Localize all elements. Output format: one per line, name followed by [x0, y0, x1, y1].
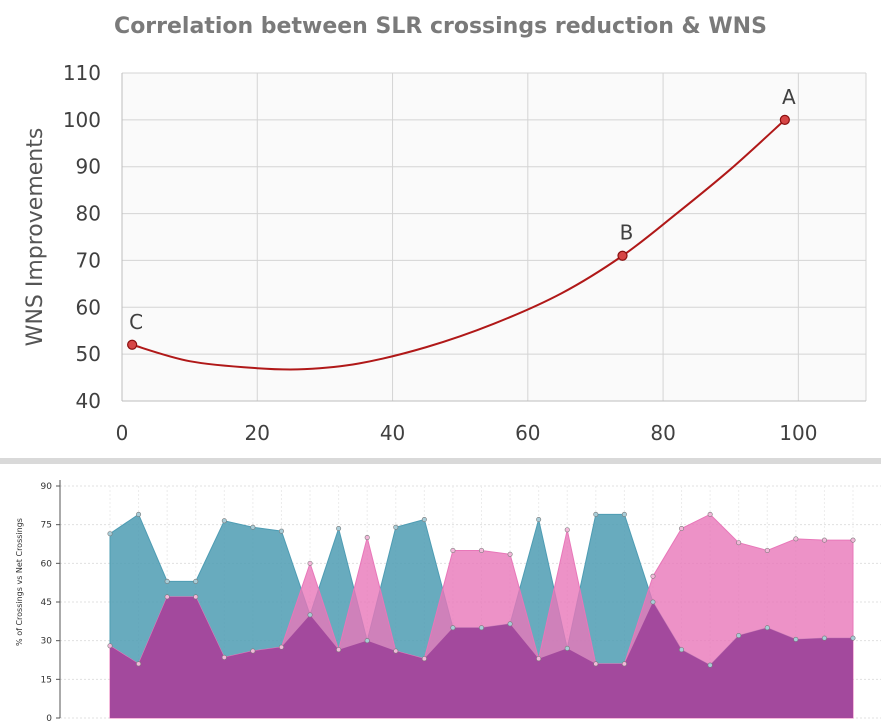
- area-point: [821, 537, 827, 543]
- area-point: [707, 662, 713, 668]
- area-point: [164, 594, 170, 600]
- y-axis-label: % of Crossings vs Net Crossings: [15, 518, 24, 646]
- area-series: [109, 513, 854, 719]
- area-point: [136, 511, 142, 517]
- area-point: [707, 511, 713, 517]
- point-label-c: C: [129, 310, 143, 334]
- area-point: [250, 648, 256, 654]
- area-point: [193, 578, 199, 584]
- area-point: [621, 511, 627, 517]
- area-point: [821, 635, 827, 641]
- area-point: [507, 621, 513, 627]
- area-point: [393, 648, 399, 654]
- y-tick-label: 110: [63, 61, 101, 85]
- y-tick-label: 90: [41, 482, 53, 492]
- data-point-a: [779, 114, 790, 125]
- x-tick-label: 60: [515, 421, 540, 445]
- area-point: [250, 524, 256, 530]
- area-point: [478, 547, 484, 553]
- x-tick-label: 0: [116, 421, 129, 445]
- area-point: [736, 540, 742, 546]
- area-point: [650, 599, 656, 605]
- area-point: [679, 647, 685, 653]
- x-tick-label: 80: [650, 421, 675, 445]
- area-point: [564, 645, 570, 651]
- axis-ticks: 40 50 60 70 80 90 100 110 0 20 40 60 80 100: [63, 61, 818, 445]
- area-point: [764, 547, 770, 553]
- y-tick-label: 80: [76, 202, 101, 226]
- area-point: [336, 526, 342, 532]
- y-tick-label: 45: [41, 598, 52, 608]
- area-chart-panel: 0 15 30 45 60 75 90 % of Crossings vs Net Cros…: [0, 464, 881, 722]
- area-point: [850, 635, 856, 641]
- panel-divider: [0, 458, 881, 464]
- series-line: [131, 119, 786, 371]
- area-point: [850, 537, 856, 543]
- area-point: [621, 661, 627, 667]
- area-point: [650, 573, 656, 579]
- y-tick-label: 90: [76, 155, 101, 179]
- area-point: [221, 518, 227, 524]
- area-point: [507, 551, 513, 557]
- area-point: [307, 612, 313, 618]
- plot-area: [122, 73, 866, 401]
- y-axis-label: WNS Improvements: [23, 128, 48, 347]
- area-point: [221, 654, 227, 660]
- line-chart: 40 50 60 70 80 90 100 110 0 20 40 60 80 100 WNS Impro…: [23, 61, 867, 445]
- area-point: [764, 625, 770, 631]
- area-point: [307, 560, 313, 566]
- data-point-c: [127, 339, 138, 350]
- x-tick-label: 100: [779, 421, 817, 445]
- area-point: [450, 625, 456, 631]
- area-point: [278, 528, 284, 534]
- y-tick-label: 60: [41, 559, 53, 569]
- chart-title: Correlation between SLR crossings reduct…: [114, 14, 767, 39]
- y-tick-label: 75: [41, 521, 52, 531]
- data-points: C B A: [127, 85, 796, 350]
- data-point-b: [617, 250, 628, 261]
- area-point: [421, 656, 427, 662]
- area-point: [107, 531, 113, 537]
- area-point: [393, 524, 399, 530]
- y-tick-label: 15: [41, 675, 52, 685]
- y-tick-label: 100: [63, 108, 101, 132]
- y-tick-label: 40: [76, 389, 101, 413]
- line-chart-panel: Correlation between SLR crossings reduct…: [23, 14, 867, 445]
- area-point: [793, 636, 799, 642]
- area-point: [593, 511, 599, 517]
- area-point: [450, 547, 456, 553]
- grid: [121, 72, 867, 402]
- area-point: [564, 527, 570, 533]
- area-point: [336, 647, 342, 653]
- area-point: [364, 638, 370, 644]
- x-tick-label: 20: [245, 421, 270, 445]
- area-point: [421, 517, 427, 523]
- area-point: [278, 644, 284, 650]
- area-point: [136, 661, 142, 667]
- area-point: [793, 536, 799, 542]
- area-overlap: [110, 596, 853, 718]
- area-point: [679, 526, 685, 532]
- x-tick-label: 40: [380, 421, 405, 445]
- y-tick-label: 50: [76, 342, 101, 366]
- area-point: [193, 594, 199, 600]
- area-point: [164, 578, 170, 584]
- area-point: [736, 633, 742, 639]
- area-point: [536, 656, 542, 662]
- y-tick-label: 30: [41, 637, 53, 647]
- area-point: [593, 661, 599, 667]
- area-point: [536, 517, 542, 523]
- area-point: [364, 535, 370, 541]
- area-point: [478, 625, 484, 631]
- area-point: [107, 643, 113, 649]
- area-chart: 0 15 30 45 60 75 90 % of Crossings vs Net Cros…: [15, 480, 881, 722]
- y-tick-label: 70: [76, 248, 101, 272]
- area-markers: [107, 511, 856, 668]
- point-label-a: A: [782, 85, 796, 109]
- y-tick-label: 60: [76, 295, 101, 319]
- y-tick-label: 0: [46, 714, 52, 722]
- point-label-b: B: [620, 221, 634, 245]
- y-axis: 0 15 30 45 60 75 90: [41, 480, 61, 722]
